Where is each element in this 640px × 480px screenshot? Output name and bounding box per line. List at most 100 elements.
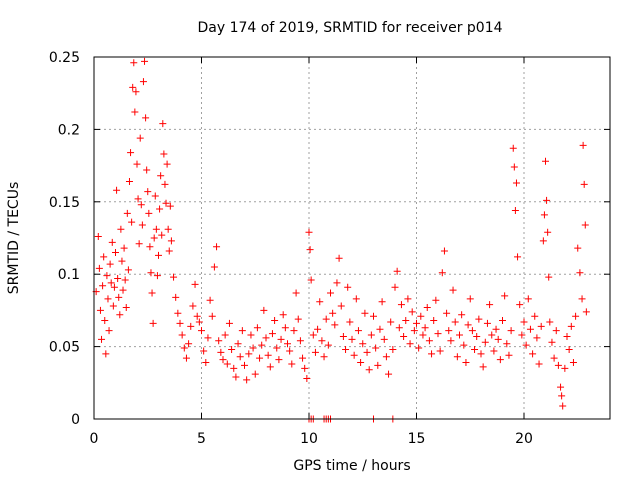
data-point	[236, 353, 244, 361]
data-point	[447, 337, 455, 345]
data-point	[559, 402, 567, 410]
data-point	[262, 334, 270, 342]
data-point	[505, 351, 513, 359]
x-tick-label: 5	[197, 431, 206, 447]
data-point	[162, 199, 170, 207]
data-point	[284, 340, 291, 348]
data-point	[225, 319, 233, 327]
data-point	[391, 283, 399, 291]
data-point	[563, 332, 571, 340]
data-point	[164, 225, 172, 233]
data-point	[486, 301, 494, 309]
data-point	[158, 231, 166, 239]
data-point	[526, 325, 534, 333]
data-point	[460, 341, 468, 349]
data-point	[565, 345, 573, 353]
data-point	[217, 348, 225, 356]
data-point	[443, 309, 451, 317]
data-point	[378, 298, 386, 306]
data-point	[167, 237, 175, 245]
data-point	[410, 327, 418, 335]
data-point	[580, 180, 588, 188]
data-point	[376, 325, 384, 333]
data-point	[219, 356, 227, 364]
data-point	[372, 344, 380, 352]
data-point	[180, 344, 188, 352]
data-point	[393, 267, 401, 275]
data-point	[251, 370, 259, 378]
data-point	[494, 335, 502, 343]
data-point	[499, 317, 506, 325]
data-point	[144, 188, 152, 196]
data-point	[512, 179, 520, 187]
data-point	[425, 337, 433, 345]
data-point	[133, 160, 141, 168]
data-point	[95, 264, 103, 272]
data-point	[382, 353, 390, 361]
data-point	[156, 205, 164, 213]
data-point	[141, 57, 149, 65]
data-point	[552, 327, 560, 335]
data-point	[466, 295, 474, 303]
data-point	[204, 334, 212, 342]
data-point	[294, 315, 302, 323]
data-point	[260, 306, 268, 314]
data-point	[290, 327, 298, 335]
data-point	[210, 263, 218, 271]
data-point	[365, 366, 373, 374]
data-point	[157, 172, 165, 180]
data-point	[327, 289, 334, 297]
data-point	[335, 254, 343, 262]
data-point	[113, 186, 121, 194]
data-point	[567, 322, 575, 330]
data-point	[402, 317, 410, 325]
data-point	[397, 301, 405, 309]
data-point	[160, 150, 168, 158]
data-point	[266, 363, 274, 371]
data-point	[318, 337, 326, 345]
data-point	[348, 335, 356, 343]
data-point	[273, 344, 281, 352]
data-point	[147, 269, 155, 277]
data-point	[286, 347, 294, 355]
data-point	[579, 141, 587, 149]
data-point	[176, 319, 184, 327]
data-point	[264, 351, 272, 359]
data-point	[434, 330, 442, 338]
data-point	[195, 318, 203, 326]
data-point	[546, 318, 554, 326]
data-point	[122, 304, 130, 312]
data-point	[161, 180, 169, 188]
data-point	[550, 354, 558, 362]
data-point	[150, 234, 158, 242]
data-point	[449, 286, 457, 294]
data-point	[185, 340, 193, 348]
data-point	[99, 282, 107, 290]
data-point	[142, 114, 150, 122]
data-point	[468, 327, 476, 335]
data-point	[108, 238, 116, 246]
data-point	[503, 340, 511, 348]
data-point	[223, 360, 231, 368]
data-point	[576, 269, 584, 277]
y-tick-label: 0.2	[58, 122, 80, 138]
data-point	[309, 331, 317, 339]
data-point	[136, 134, 144, 142]
data-point	[350, 351, 358, 359]
data-point	[98, 335, 106, 343]
data-point	[152, 225, 160, 233]
data-point	[488, 331, 496, 339]
data-point	[542, 157, 549, 165]
data-point	[134, 195, 142, 203]
data-point	[281, 324, 289, 332]
data-point	[408, 308, 416, 316]
data-point	[533, 334, 541, 342]
data-point	[178, 331, 186, 339]
data-point	[339, 332, 347, 340]
grid-lines	[94, 57, 610, 419]
data-point	[132, 88, 140, 96]
data-point	[151, 192, 159, 200]
data-point	[234, 340, 242, 348]
data-point	[268, 330, 276, 338]
